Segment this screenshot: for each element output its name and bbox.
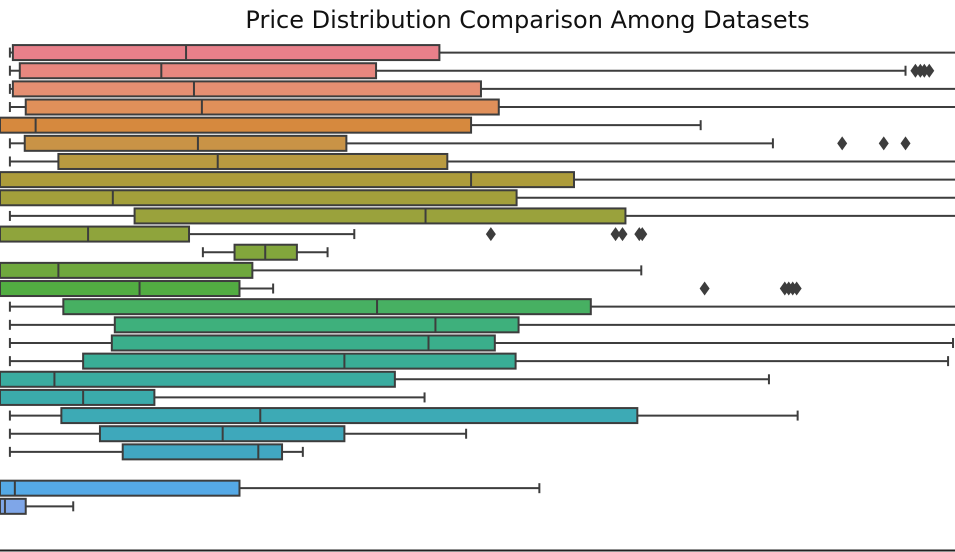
outlier-point [924,63,935,78]
box [82,352,517,370]
outlier-point [699,281,710,296]
outlier-point [900,136,911,151]
box [0,479,241,497]
outlier-point [637,227,648,242]
box [60,407,639,425]
box [0,171,575,189]
box [0,497,27,515]
outlier-point [791,281,802,296]
box [110,334,496,352]
box [0,225,191,243]
box [11,44,441,62]
box [0,116,473,134]
box [0,280,241,298]
box [121,443,284,461]
box [0,189,518,207]
outlier-point [617,227,628,242]
chart-title: Price Distribution Comparison Among Data… [245,6,810,34]
outlier-point [837,136,848,151]
outlier-point [485,227,496,242]
box [133,207,627,225]
outlier-point [878,136,889,151]
box [113,316,520,334]
box [0,388,156,406]
box [62,298,592,316]
box [11,80,482,98]
box [0,261,254,279]
box [18,62,378,80]
outlier-point [610,227,621,242]
box [23,134,348,152]
box [0,370,396,388]
box [57,152,449,170]
box [24,98,500,116]
